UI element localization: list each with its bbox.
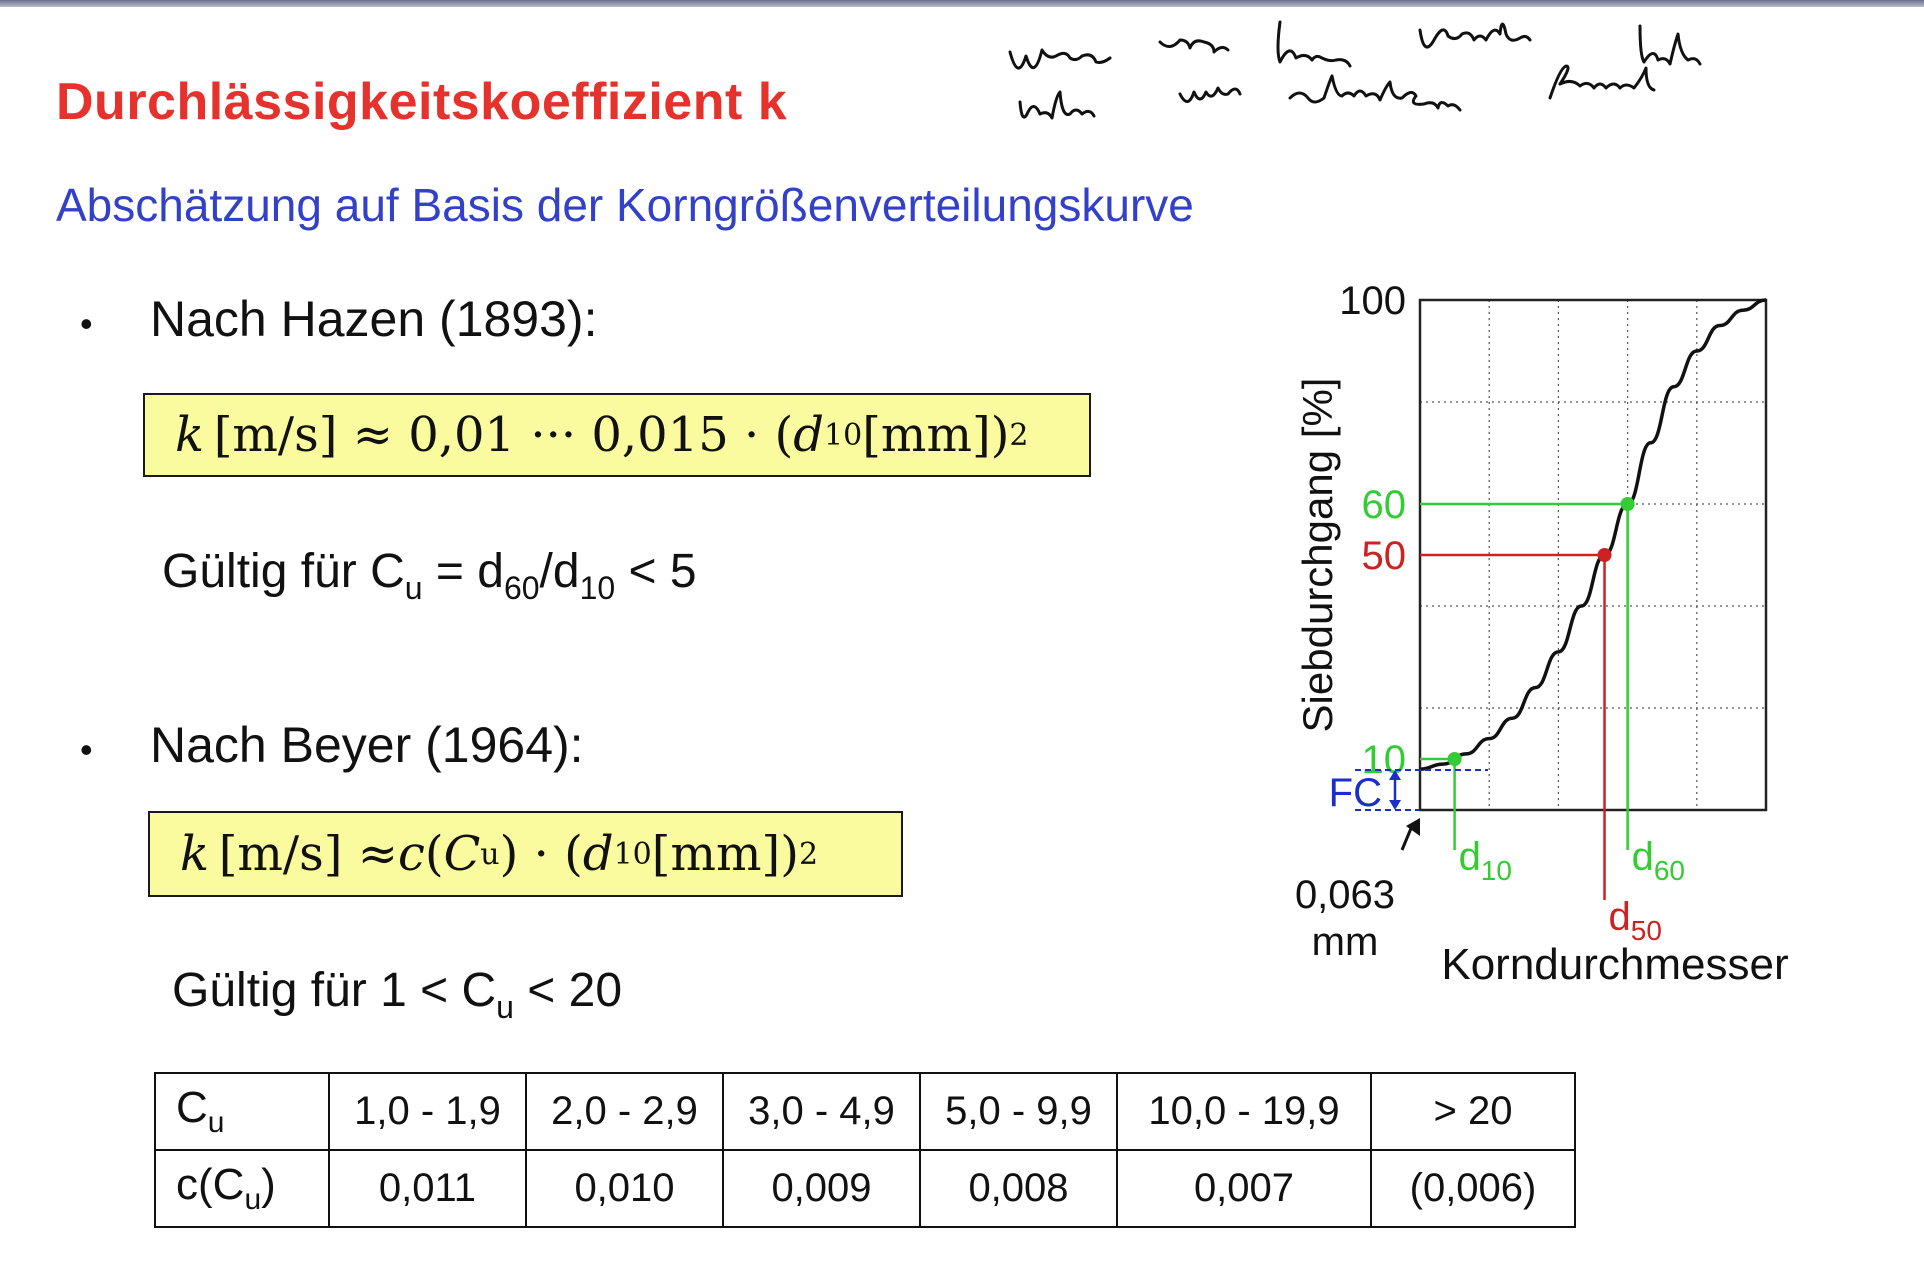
- formula-units: [m/s] ≈ 0,01 ··· 0,015 · (: [213, 407, 794, 463]
- table-row: c(Cu) 0,011 0,010 0,009 0,008 0,007 (0,0…: [154, 1149, 1576, 1228]
- cu-sub: u: [404, 570, 423, 606]
- table-cell: 10,0 - 19,9: [1116, 1072, 1372, 1151]
- d60-sub: 60: [503, 570, 540, 606]
- slide-title: Durchlässigkeitskoeffizient k: [56, 73, 788, 131]
- table-cell: 0,007: [1116, 1149, 1372, 1228]
- x-axis-label: Korndurchmesser: [1441, 940, 1788, 989]
- validity-eq: = d: [422, 545, 504, 598]
- table-cell: 0,011: [328, 1149, 527, 1228]
- cu-coefficient-table: Cu 1,0 - 1,9 2,0 - 2,9 3,0 - 4,9 5,0 - 9…: [154, 1072, 1576, 1228]
- formula-k: k: [180, 826, 210, 882]
- table-cell: (0,006): [1370, 1149, 1576, 1228]
- y-tick-label: 60: [1362, 483, 1407, 527]
- hazen-validity: Gültig für Cu = d60/d10 < 5: [162, 544, 697, 607]
- y-tick-label: 50: [1362, 534, 1407, 578]
- x-marker-sub: 10: [1481, 855, 1512, 886]
- grading-curve: [1419, 298, 1767, 771]
- formula-k: k: [175, 407, 205, 463]
- marker-dots: [1447, 497, 1635, 766]
- table-cell: 0,009: [722, 1149, 921, 1228]
- table-row: Cu 1,0 - 1,9 2,0 - 2,9 3,0 - 4,9 5,0 - 9…: [154, 1072, 1576, 1151]
- chart-grid: [1420, 300, 1766, 810]
- origin-arrow-head: [1406, 818, 1420, 836]
- formula-mm: [mm]): [862, 407, 1010, 463]
- formula-open: (: [424, 826, 444, 882]
- slide-subtitle: Abschätzung auf Basis der Korngrößenvert…: [56, 179, 1194, 231]
- marker-dot: [1597, 548, 1612, 562]
- beyer-bullet-row: • Nach Beyer (1964):: [0, 716, 584, 774]
- cu-label: C: [176, 1083, 208, 1132]
- validity-suffix: < 5: [615, 545, 697, 598]
- validity-slash: /d: [539, 545, 580, 598]
- y-tick-labels: 100 60 50 10: [1339, 279, 1406, 782]
- beyer-validity: Gültig für 1 < Cu < 20: [172, 963, 622, 1026]
- table-cell: > 20: [1370, 1072, 1576, 1151]
- beyer-heading: Nach Beyer (1964):: [150, 717, 584, 773]
- fc-arrow-heads: [1389, 770, 1401, 810]
- marker-lines: [1420, 502, 1629, 900]
- x-marker-name: d: [1459, 835, 1481, 879]
- c-cu-label: c(C: [176, 1160, 245, 1209]
- row-header-cu: Cu: [154, 1072, 330, 1151]
- hazen-formula: k [m/s] ≈ 0,01 ··· 0,015 · ( d 10 [mm]) 2: [143, 393, 1091, 477]
- formula-d: d: [582, 826, 614, 882]
- table-cell: 2,0 - 2,9: [525, 1072, 724, 1151]
- x-marker-label: d50: [1609, 895, 1662, 946]
- top-rule: [0, 0, 1924, 7]
- handwritten-note: [1008, 20, 1702, 120]
- cu-label-sub: u: [207, 1106, 225, 1139]
- validity-suffix: < 20: [513, 964, 623, 1017]
- x-marker-label: d60: [1632, 835, 1685, 886]
- formula-units: [m/s] ≈: [218, 826, 398, 882]
- formula-exp: 2: [799, 836, 819, 872]
- y-axis-label: Siebdurchgang [%]: [1294, 378, 1341, 733]
- validity-prefix: Gültig für 1 < C: [172, 964, 497, 1017]
- origin-value: 0,063: [1295, 873, 1395, 917]
- x-marker-name: d: [1632, 835, 1654, 879]
- d10-sub: 10: [579, 570, 616, 606]
- row-header-c-cu: c(Cu): [154, 1149, 330, 1228]
- formula-cu: C: [443, 826, 481, 882]
- bullet: •: [80, 303, 93, 344]
- fc-label: FC: [1329, 771, 1382, 815]
- table-cell: 5,0 - 9,9: [919, 1072, 1118, 1151]
- table-cell: 0,008: [919, 1149, 1118, 1228]
- formula-cu-sub: u: [480, 836, 500, 872]
- validity-prefix: Gültig für C: [162, 545, 405, 598]
- formula-c: c: [397, 826, 425, 882]
- grain-size-chart: Siebdurchgang [%] Korndurchmesser 100 60 5…: [1294, 279, 1789, 989]
- marker-dot: [1447, 752, 1462, 766]
- c-cu-label-close: ): [261, 1160, 276, 1209]
- fc-annotation: FC: [1329, 769, 1488, 815]
- hazen-bullet-row: • Nach Hazen (1893):: [0, 290, 597, 348]
- y-tick-label: 100: [1339, 279, 1406, 323]
- hazen-heading: Nach Hazen (1893):: [150, 291, 598, 347]
- c-cu-label-sub: u: [244, 1183, 262, 1216]
- formula-d-sub: 10: [824, 417, 863, 453]
- x-marker-sub: 50: [1631, 915, 1662, 946]
- marker-dot: [1620, 497, 1635, 511]
- formula-d: d: [793, 407, 825, 463]
- table-cell: 0,010: [525, 1149, 724, 1228]
- bullet: •: [80, 729, 93, 770]
- cu-sub: u: [496, 989, 514, 1025]
- origin-arrow: [1400, 825, 1414, 851]
- formula-d-sub: 10: [613, 836, 652, 872]
- origin-annotation: 0,063 mm: [1295, 818, 1420, 964]
- formula-mm: [mm]): [651, 826, 799, 882]
- y-tick-label: 10: [1362, 738, 1407, 782]
- table-cell: 1,0 - 1,9: [328, 1072, 527, 1151]
- formula-exp: 2: [1009, 417, 1029, 453]
- x-marker-label: d10: [1459, 835, 1512, 886]
- table-cell: 3,0 - 4,9: [722, 1072, 921, 1151]
- x-marker-name: d: [1609, 895, 1631, 939]
- x-marker-sub: 60: [1654, 855, 1685, 886]
- formula-close: ) · (: [499, 826, 583, 882]
- origin-unit: mm: [1312, 920, 1379, 964]
